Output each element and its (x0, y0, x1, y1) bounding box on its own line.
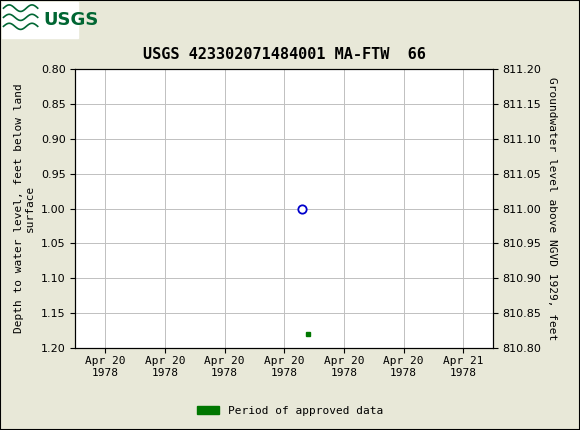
FancyBboxPatch shape (2, 3, 78, 38)
Y-axis label: Groundwater level above NGVD 1929, feet: Groundwater level above NGVD 1929, feet (547, 77, 557, 340)
Legend: Period of approved data: Period of approved data (193, 401, 387, 420)
Y-axis label: Depth to water level, feet below land
surface: Depth to water level, feet below land su… (14, 84, 35, 333)
Text: USGS: USGS (44, 12, 99, 29)
Title: USGS 423302071484001 MA-FTW  66: USGS 423302071484001 MA-FTW 66 (143, 47, 426, 62)
